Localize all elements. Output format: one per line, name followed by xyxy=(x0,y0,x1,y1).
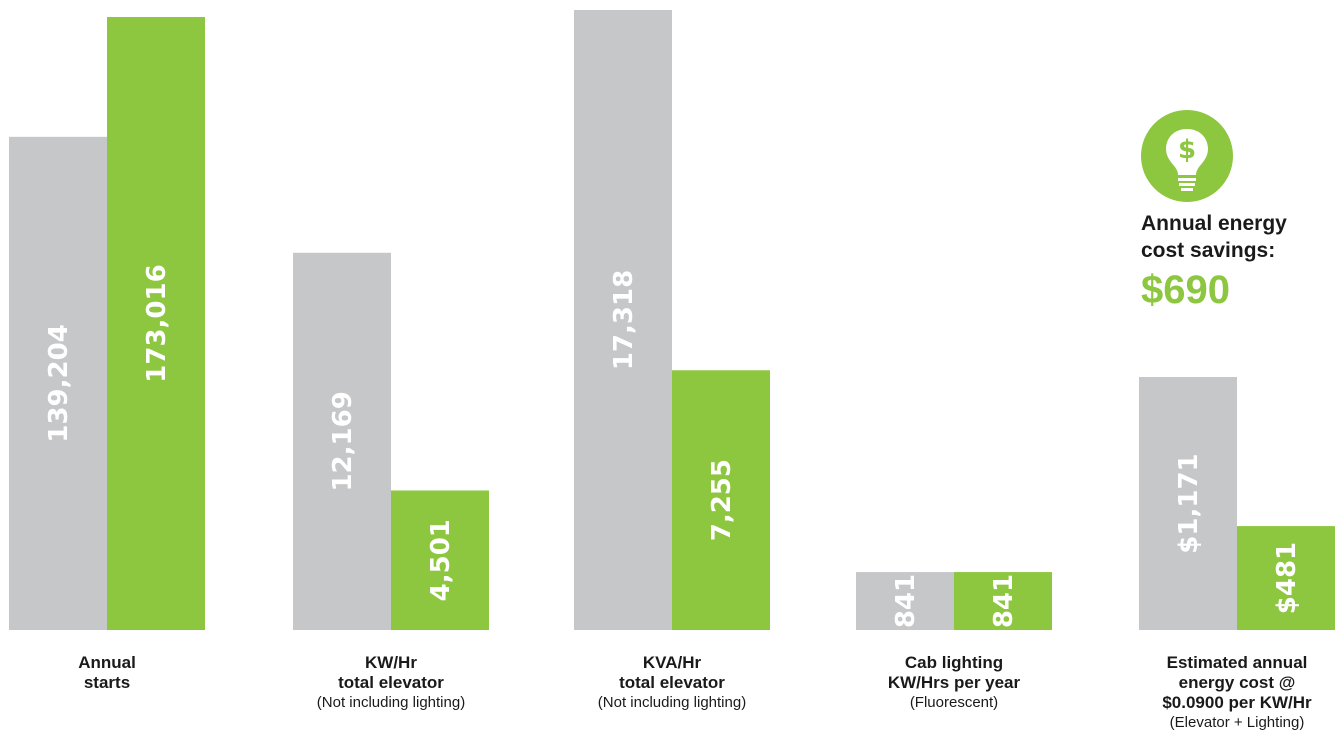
group-label-note: (Not including lighting) xyxy=(597,694,747,711)
bar-annual-starts-before xyxy=(9,136,107,630)
group-label-line: Cab lighting xyxy=(904,653,1004,672)
bar-kva-hr-after xyxy=(672,370,770,630)
bar-value-kva-hr-after: 7,255 xyxy=(707,459,737,541)
group-label-line: energy cost @ xyxy=(1178,673,1296,692)
savings-callout: $ Annual energy cost savings: $690 xyxy=(1141,110,1341,313)
group-label-line: total elevator xyxy=(619,673,725,692)
bar-kva-hr-before xyxy=(574,10,672,630)
group-label-annual-cost: Estimated annual energy cost @ $0.0900 per… xyxy=(1117,653,1343,733)
group-label-line: KVA/Hr xyxy=(642,653,702,672)
bar-kw-hr-after xyxy=(391,490,489,630)
group-label-annual-starts: Annual starts xyxy=(0,653,227,693)
bar-cab-lighting-before xyxy=(856,572,954,630)
bar-value-cab-lighting-after: 841 xyxy=(989,574,1019,628)
bar-annual-starts-after xyxy=(107,17,205,630)
bar-value-kva-hr-before: 17,318 xyxy=(609,270,639,370)
bar-value-annual-cost-after: $481 xyxy=(1272,542,1302,614)
group-label-note: (Fluorescent) xyxy=(909,694,999,711)
savings-title-line-1: Annual energy xyxy=(1141,212,1287,235)
group-label-note: (Not including lighting) xyxy=(316,694,466,711)
bar-kw-hr-before xyxy=(293,252,391,631)
group-label-kw-hr: KW/Hr total elevator (Not including lighti… xyxy=(271,653,511,713)
group-label-line: Estimated annual xyxy=(1166,653,1308,672)
group-label-cab-lighting: Cab lighting KW/Hrs per year (Fluorescent) xyxy=(834,653,1074,713)
savings-title: Annual energy cost savings: xyxy=(1141,210,1341,264)
group-label-line: KW/Hr xyxy=(365,653,417,672)
group-label-line: Annual xyxy=(78,653,136,672)
bar-cab-lighting-after xyxy=(954,572,1052,630)
group-label-kva-hr: KVA/Hr total elevator (Not including light… xyxy=(552,653,792,713)
svg-text:$: $ xyxy=(1178,135,1196,165)
group-label-line: KW/Hrs per year xyxy=(887,673,1021,692)
group-label-line: $0.0900 per KW/Hr xyxy=(1162,693,1312,712)
bar-value-cab-lighting-before: 841 xyxy=(891,574,921,628)
bar-value-annual-starts-before: 139,204 xyxy=(44,324,74,442)
group-label-note: (Elevator + Lighting) xyxy=(1169,714,1305,731)
group-label-line: starts xyxy=(83,673,131,692)
savings-title-line-2: cost savings: xyxy=(1141,239,1276,262)
bar-annual-cost-after xyxy=(1237,526,1335,630)
bar-value-kw-hr-after: 4,501 xyxy=(426,519,456,601)
group-label-line: total elevator xyxy=(338,673,444,692)
bar-value-annual-starts-after: 173,016 xyxy=(142,264,172,382)
bar-value-kw-hr-before: 12,169 xyxy=(328,391,358,491)
savings-value: $690 xyxy=(1141,268,1230,312)
lightbulb-dollar-icon: $ xyxy=(1141,110,1233,202)
bar-annual-cost-before xyxy=(1139,377,1237,630)
bar-value-annual-cost-before: $1,171 xyxy=(1174,453,1204,553)
